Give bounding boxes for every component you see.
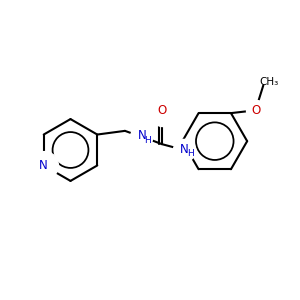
- Text: H: H: [144, 136, 151, 145]
- Text: O: O: [157, 104, 167, 117]
- Text: O: O: [251, 104, 261, 117]
- Text: N: N: [39, 159, 48, 172]
- Text: N: N: [180, 142, 189, 156]
- Text: N: N: [137, 129, 146, 142]
- Text: CH₃: CH₃: [259, 77, 278, 87]
- Text: H: H: [187, 149, 194, 158]
